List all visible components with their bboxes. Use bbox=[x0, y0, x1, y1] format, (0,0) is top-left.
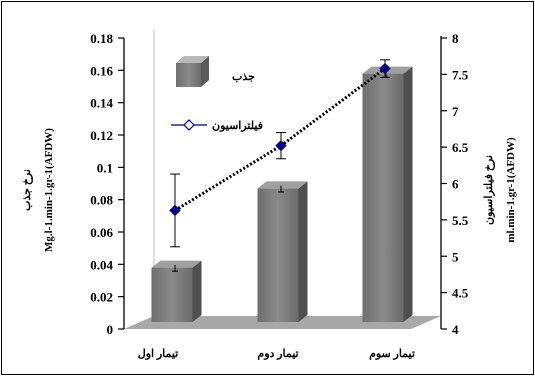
line-marker bbox=[379, 62, 391, 75]
left-axis-title-unit: Mg.l-1.min-1.gr-1(AFDW) bbox=[43, 128, 55, 252]
right-tick-label: 4 bbox=[452, 322, 459, 337]
left-tick-label: 0.12 bbox=[90, 128, 113, 143]
legend-line-label: فیلتراسیون bbox=[212, 120, 263, 132]
line-marker bbox=[169, 204, 181, 217]
legend-bar-swatch-top bbox=[176, 56, 209, 63]
bar-top bbox=[151, 260, 202, 268]
left-tick-label: 0.08 bbox=[90, 193, 113, 208]
bar bbox=[257, 188, 299, 322]
right-tick-label: 5.5 bbox=[452, 213, 469, 228]
bar-top bbox=[257, 181, 308, 189]
bar bbox=[151, 267, 193, 322]
legend-line-marker bbox=[183, 119, 195, 131]
left-tick-label: 0.1 bbox=[97, 160, 113, 175]
left-tick-label: 0 bbox=[107, 322, 114, 337]
bar-side bbox=[298, 181, 308, 322]
right-axis-title-fa: نرخ فیلتراسیون bbox=[483, 155, 495, 225]
right-tick-label: 4.5 bbox=[452, 286, 469, 301]
bar-side bbox=[192, 260, 202, 322]
legend-bar-label: جذب bbox=[232, 71, 255, 83]
category-label: تیمار اول bbox=[138, 348, 179, 360]
left-tick-label: 0.16 bbox=[90, 63, 113, 78]
left-tick-label: 0.04 bbox=[90, 257, 113, 272]
left-tick-label: 0.02 bbox=[90, 290, 113, 305]
category-label: تیمار دوم bbox=[257, 348, 298, 360]
right-tick-label: 8 bbox=[452, 31, 459, 46]
legend-bar-swatch bbox=[176, 63, 201, 87]
right-tick-label: 6 bbox=[452, 177, 459, 192]
legend: جذب فیلتراسیون bbox=[171, 56, 263, 132]
left-tick-label: 0.06 bbox=[90, 225, 113, 240]
right-tick-label: 6.5 bbox=[452, 140, 469, 155]
chart-floor bbox=[124, 316, 441, 329]
chart-border bbox=[1, 1, 534, 375]
left-tick-label: 0.14 bbox=[90, 96, 113, 111]
left-tick-label: 0.18 bbox=[90, 31, 113, 46]
right-tick-label: 7.5 bbox=[452, 67, 469, 82]
bar-side bbox=[403, 66, 413, 322]
line-marker bbox=[275, 139, 287, 152]
right-tick-label: 7 bbox=[452, 104, 459, 119]
right-axis-title-unit: ml.min-1.gr-1(AFDW) bbox=[505, 137, 517, 243]
category-label: تیمار سوم bbox=[369, 348, 415, 360]
right-tick-label: 5 bbox=[452, 249, 459, 264]
left-axis-title-fa: نرخ جذب bbox=[21, 169, 33, 211]
bar bbox=[362, 73, 404, 322]
legend-bar-swatch-side bbox=[201, 56, 209, 87]
